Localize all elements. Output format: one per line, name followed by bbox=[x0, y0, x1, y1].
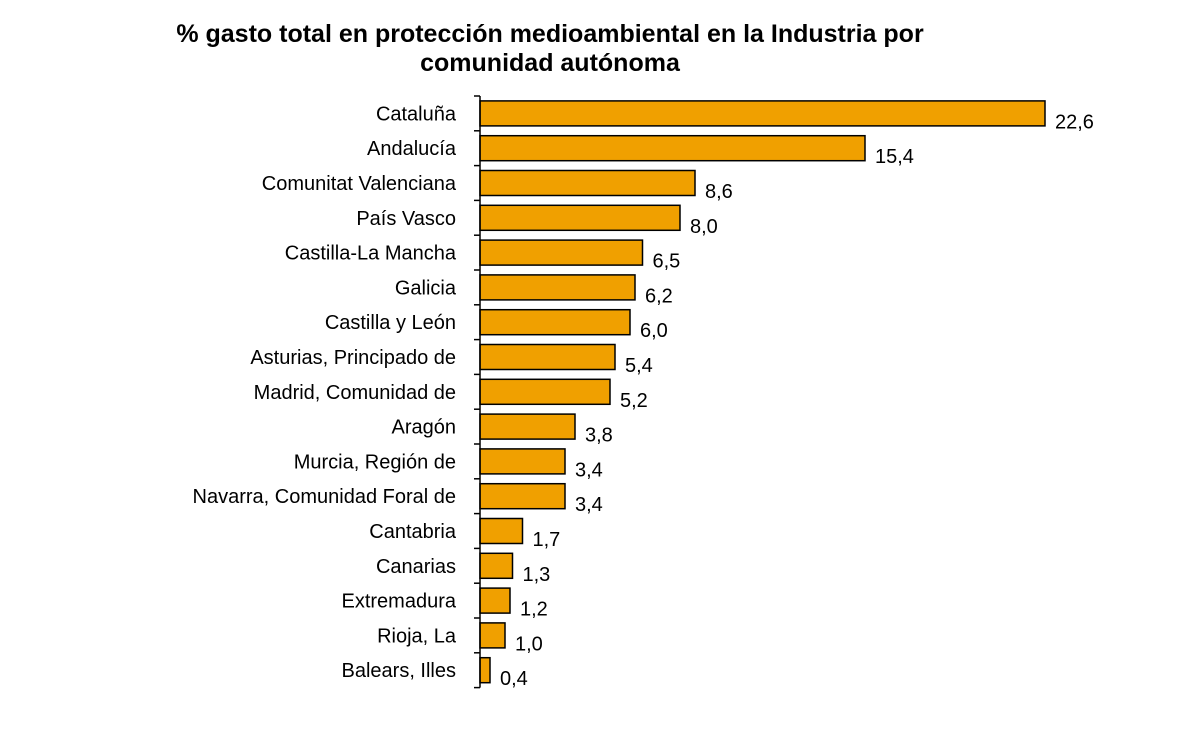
bar bbox=[479, 204, 681, 232]
bar bbox=[479, 413, 576, 440]
value-label: 3,4 bbox=[575, 494, 603, 516]
value-labels-group: 22,6 15,4 8,6 8,0 6,5 6,2 6,0 5,4 5,2 3,8 3,4 3,4 1,… bbox=[500, 111, 1094, 690]
bar bbox=[479, 587, 511, 614]
value-label: 22,6 bbox=[1055, 111, 1094, 133]
category-label: Murcia, Región de bbox=[294, 451, 456, 473]
value-label: 15,4 bbox=[875, 146, 914, 168]
bar bbox=[479, 274, 636, 301]
value-label: 5,4 bbox=[625, 355, 653, 377]
bar bbox=[479, 482, 566, 510]
bar bbox=[479, 448, 566, 475]
value-label: 6,5 bbox=[653, 251, 681, 273]
bar bbox=[479, 343, 616, 371]
category-label: País Vasco bbox=[356, 208, 456, 230]
bar bbox=[479, 517, 524, 545]
category-label: Galicia bbox=[395, 277, 457, 299]
category-label: Castilla y León bbox=[325, 312, 456, 334]
bar bbox=[479, 622, 506, 649]
value-label: 8,6 bbox=[705, 181, 733, 203]
bar bbox=[479, 100, 1046, 127]
bar bbox=[479, 169, 696, 197]
chart-title-line-2: comunidad autónoma bbox=[420, 49, 680, 77]
value-label: 5,2 bbox=[620, 390, 648, 412]
value-label: 6,0 bbox=[640, 320, 668, 342]
category-label: Canarias bbox=[376, 556, 456, 578]
chart-title-line-1: % gasto total en protección medioambient… bbox=[176, 20, 924, 48]
category-label: Asturias, Principado de bbox=[250, 347, 456, 369]
value-label: 6,2 bbox=[645, 285, 673, 307]
category-label: Castilla-La Mancha bbox=[285, 243, 457, 265]
value-label: 1,2 bbox=[520, 599, 548, 621]
bar bbox=[479, 378, 611, 406]
category-label: Aragón bbox=[392, 417, 457, 439]
category-label: Balears, Illes bbox=[342, 660, 457, 682]
value-label: 8,0 bbox=[690, 216, 718, 238]
value-label: 0,4 bbox=[500, 668, 528, 690]
chart-title: % gasto total en protección medioambient… bbox=[40, 20, 1060, 78]
bars-group bbox=[479, 100, 1046, 684]
category-label: Andalucía bbox=[367, 138, 457, 160]
bar bbox=[479, 134, 866, 162]
category-labels-group: Cataluña Andalucía Comunitat Valenciana Paí… bbox=[193, 103, 457, 682]
category-label: Rioja, La bbox=[377, 625, 457, 647]
category-label: Cataluña bbox=[376, 103, 457, 125]
bar bbox=[479, 308, 631, 336]
value-label: 1,7 bbox=[533, 529, 561, 551]
value-label: 3,4 bbox=[575, 459, 603, 481]
category-label: Cantabria bbox=[369, 521, 457, 543]
value-label: 1,0 bbox=[515, 633, 543, 655]
category-label: Extremadura bbox=[342, 591, 457, 613]
value-label: 1,3 bbox=[523, 564, 551, 586]
category-label: Madrid, Comunidad de bbox=[254, 382, 456, 404]
category-axis bbox=[474, 95, 481, 689]
bar bbox=[479, 552, 514, 580]
bar bbox=[479, 656, 491, 684]
bar bbox=[479, 239, 644, 266]
category-label: Comunitat Valenciana bbox=[262, 173, 457, 195]
category-label: Navarra, Comunidad Foral de bbox=[193, 486, 456, 508]
value-label: 3,8 bbox=[585, 425, 613, 447]
